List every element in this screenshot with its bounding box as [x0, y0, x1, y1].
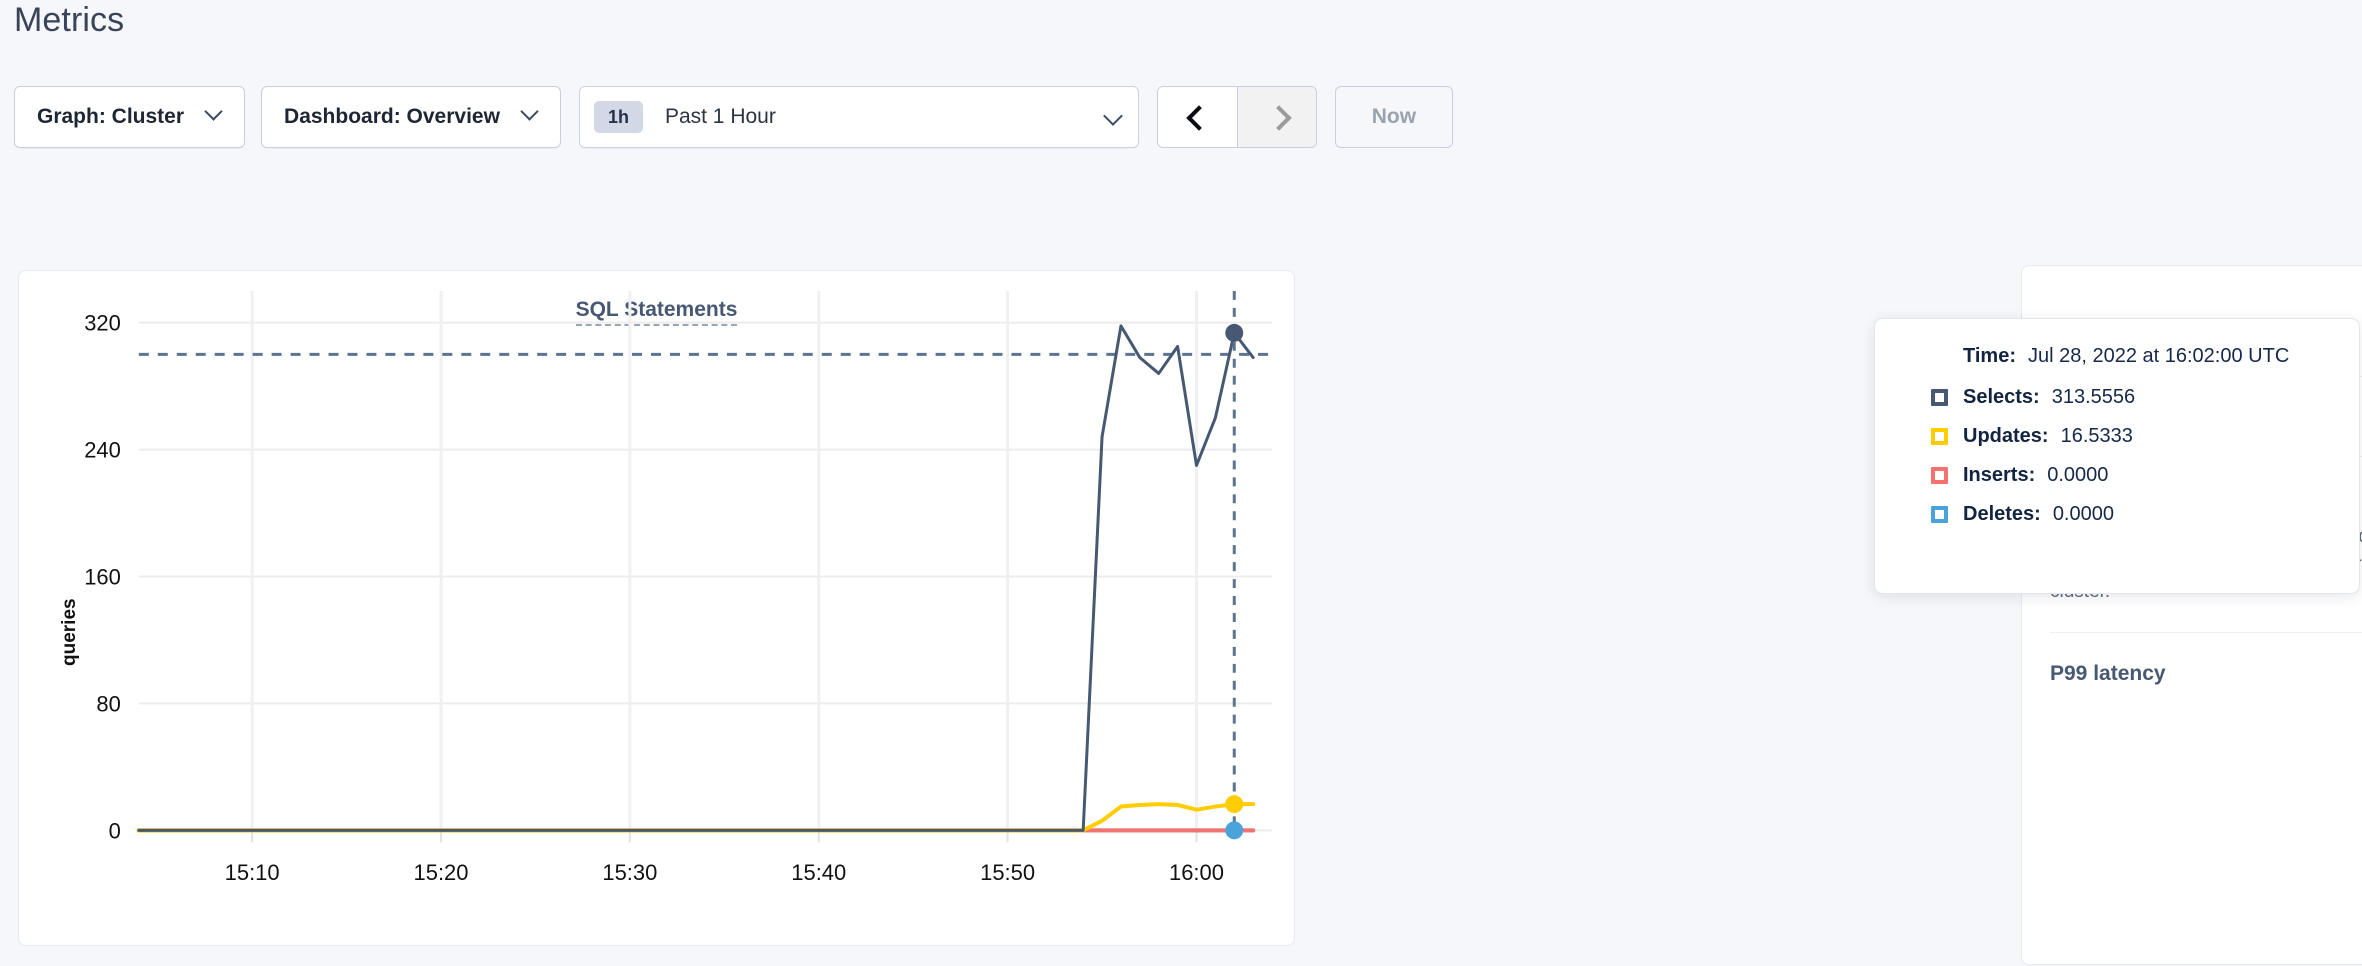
svg-text:15:20: 15:20 — [414, 860, 469, 885]
chart-tooltip: Time: Jul 28, 2022 at 16:02:00 UTC Selec… — [1874, 318, 2360, 594]
svg-text:16:00: 16:00 — [1169, 860, 1224, 885]
series-swatch-inserts-icon — [1931, 467, 1948, 484]
panel-row-p99-latency: P99 latency — [2050, 632, 2362, 712]
time-nav-group — [1156, 86, 1317, 148]
tooltip-value: 0.0000 — [2052, 503, 2114, 525]
series-swatch-deletes-icon — [1931, 506, 1948, 523]
tooltip-row-inserts: Inserts: 0.0000 — [1931, 464, 2329, 487]
time-range-picker[interactable]: 1h Past 1 Hour — [578, 86, 1139, 148]
graph-select-label: Graph: Cluster — [37, 105, 185, 128]
tooltip-row-selects: Selects: 313.5556 — [1931, 386, 2329, 409]
tooltip-key: Deletes: — [1963, 503, 2041, 525]
svg-text:80: 80 — [96, 691, 120, 716]
tooltip-key: Updates: — [1963, 425, 2049, 447]
tooltip-row-updates: Updates: 16.5333 — [1931, 425, 2329, 448]
chart-plot[interactable]: 0 80 160 240 320 15:10 15:20 15:30 15:40 15:50 16:… — [19, 271, 1294, 945]
svg-text:15:50: 15:50 — [980, 860, 1035, 885]
tooltip-row-deletes: Deletes: 0.0000 — [1931, 503, 2329, 526]
series-swatch-selects-icon — [1931, 389, 1948, 406]
chart-title-text[interactable]: SQL Statements — [575, 298, 738, 326]
series-swatch-updates-icon — [1931, 428, 1948, 445]
chart-title: SQL Statements — [19, 298, 1294, 326]
time-range-label: Past 1 Hour — [664, 105, 776, 128]
chevron-down-icon — [522, 105, 538, 121]
tooltip-value: 16.5333 — [2060, 425, 2133, 447]
tooltip-time-key: Time: — [1963, 345, 2016, 367]
svg-text:0: 0 — [109, 818, 121, 843]
dashboard-select-label: Dashboard: Overview — [284, 105, 500, 128]
tooltip-time-row: Time: Jul 28, 2022 at 16:02:00 UTC — [1931, 345, 2329, 368]
now-button[interactable]: Now — [1334, 86, 1453, 148]
chevron-down-icon — [206, 105, 222, 121]
tooltip-value: 0.0000 — [2047, 464, 2109, 486]
metrics-toolbar: Graph: Cluster Dashboard: Overview 1h Pa… — [14, 86, 1453, 148]
tooltip-time-value: Jul 28, 2022 at 16:02:00 UTC — [2027, 345, 2290, 367]
svg-text:160: 160 — [84, 564, 121, 589]
tooltip-value: 313.5556 — [2051, 386, 2136, 408]
graph-select-dropdown[interactable]: Graph: Cluster — [14, 86, 246, 148]
next-range-button[interactable] — [1236, 87, 1316, 147]
now-button-label: Now — [1371, 105, 1417, 128]
svg-text:320: 320 — [84, 311, 121, 336]
svg-text:15:10: 15:10 — [225, 860, 280, 885]
chevron-left-icon — [1188, 108, 1206, 126]
chevron-right-icon — [1268, 108, 1286, 126]
time-range-badge: 1h — [593, 101, 643, 133]
previous-range-button[interactable] — [1157, 87, 1237, 147]
tooltip-key: Selects: — [1963, 386, 2040, 408]
sql-statements-chart-card: SQL Statements queries 0 80 160 240 320 15:10… — [18, 270, 1295, 946]
tooltip-key: Inserts: — [1963, 464, 2036, 486]
svg-text:15:40: 15:40 — [791, 860, 846, 885]
chevron-down-icon — [1106, 109, 1122, 125]
panel-heading: P99 latency — [2050, 662, 2166, 686]
page-title: Metrics — [14, 1, 125, 39]
dashboard-select-dropdown[interactable]: Dashboard: Overview — [261, 86, 561, 148]
svg-text:15:30: 15:30 — [602, 860, 657, 885]
svg-text:240: 240 — [84, 438, 121, 463]
